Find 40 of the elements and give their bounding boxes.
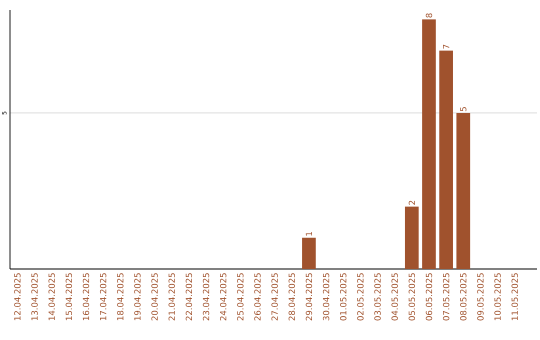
data-label: 8 <box>426 13 432 18</box>
x-tick-label: 23.04.2025 <box>202 273 210 320</box>
x-tick-label: 10.05.2025 <box>494 273 501 320</box>
x-tick-label: 11.05.2025 <box>512 273 518 320</box>
x-tick-label: 13.04.2025 <box>31 273 38 320</box>
x-tick-label: 28.04.2025 <box>288 273 295 320</box>
x-tick-label: 21.04.2025 <box>168 273 175 320</box>
data-label: 2 <box>408 200 415 205</box>
x-tick-label: 20.04.2025 <box>151 273 158 320</box>
x-tick-label: 19.04.2025 <box>134 273 141 320</box>
x-tick-label: 05.05.2025 <box>408 273 416 320</box>
x-tick-label: 22.04.2025 <box>186 273 192 320</box>
bar <box>302 238 316 269</box>
x-tick-label: 01.05.2025 <box>340 273 346 320</box>
x-tick-label: 02.05.2025 <box>357 273 364 320</box>
data-label: 1 <box>306 232 312 236</box>
x-tick-label: 16.04.2025 <box>82 273 90 320</box>
x-tick-label: 27.04.2025 <box>271 273 278 320</box>
x-tick-label: 08.05.2025 <box>460 273 466 320</box>
bar <box>404 206 419 269</box>
x-tick-label: 15.04.2025 <box>66 273 72 320</box>
x-tick-label: 26.04.2025 <box>254 273 261 320</box>
x-tick-label: 25.04.2025 <box>237 273 244 320</box>
x-tick-label: 07.05.2025 <box>442 273 450 320</box>
x-tick-label: 04.05.2025 <box>391 273 398 320</box>
x-tick-label: 12.04.2025 <box>14 273 21 320</box>
bar <box>456 112 470 269</box>
x-tick-label: 17.04.2025 <box>100 273 106 320</box>
x-tick-label: 29.04.2025 <box>306 273 312 320</box>
x-tick-label: 06.05.2025 <box>426 273 432 320</box>
x-tick-label: 14.04.2025 <box>48 273 55 320</box>
x-tick-label: 30.04.2025 <box>322 273 330 320</box>
x-tick-label: 18.04.2025 <box>117 273 124 320</box>
bar <box>422 19 436 269</box>
bar <box>439 50 453 269</box>
data-label: 5 <box>460 107 466 112</box>
x-tick-label: 09.05.2025 <box>477 273 484 320</box>
data-label: 7 <box>443 44 450 49</box>
x-tick-label: 24.04.2025 <box>220 273 226 320</box>
x-tick-label: 03.05.2025 <box>374 273 381 320</box>
